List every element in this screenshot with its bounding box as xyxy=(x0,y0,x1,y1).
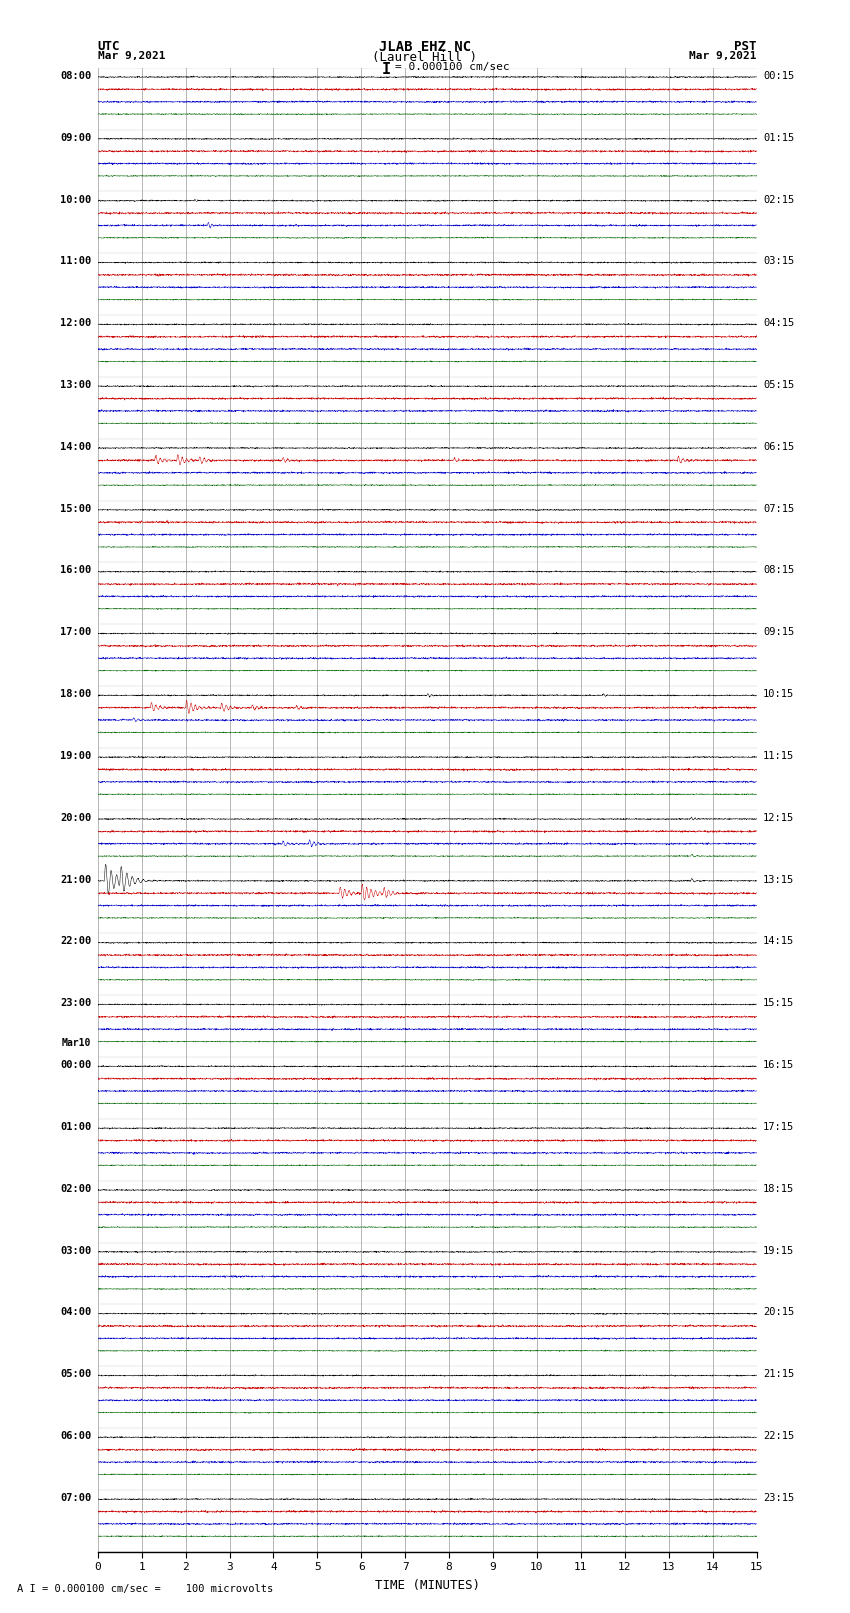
Text: 03:15: 03:15 xyxy=(763,256,795,266)
Text: 08:15: 08:15 xyxy=(763,566,795,576)
Text: 12:00: 12:00 xyxy=(60,318,91,327)
Text: 20:15: 20:15 xyxy=(763,1308,795,1318)
Text: 01:15: 01:15 xyxy=(763,132,795,142)
Text: 04:00: 04:00 xyxy=(60,1308,91,1318)
Text: 22:00: 22:00 xyxy=(60,937,91,947)
Text: 18:15: 18:15 xyxy=(763,1184,795,1194)
Text: 15:00: 15:00 xyxy=(60,503,91,513)
Text: 23:15: 23:15 xyxy=(763,1494,795,1503)
Text: (Laurel Hill ): (Laurel Hill ) xyxy=(372,50,478,65)
Text: 07:00: 07:00 xyxy=(60,1494,91,1503)
Text: 19:15: 19:15 xyxy=(763,1245,795,1255)
Text: 20:00: 20:00 xyxy=(60,813,91,823)
Text: 12:15: 12:15 xyxy=(763,813,795,823)
Text: 23:00: 23:00 xyxy=(60,998,91,1008)
Text: Mar 9,2021: Mar 9,2021 xyxy=(98,50,165,61)
Text: 00:00: 00:00 xyxy=(60,1060,91,1069)
Text: A I = 0.000100 cm/sec =    100 microvolts: A I = 0.000100 cm/sec = 100 microvolts xyxy=(17,1584,273,1594)
Text: JLAB EHZ NC: JLAB EHZ NC xyxy=(379,39,471,53)
Text: 13:00: 13:00 xyxy=(60,381,91,390)
Text: 21:00: 21:00 xyxy=(60,874,91,884)
Text: 16:00: 16:00 xyxy=(60,566,91,576)
Text: 05:00: 05:00 xyxy=(60,1369,91,1379)
Text: 07:15: 07:15 xyxy=(763,503,795,513)
Text: 17:00: 17:00 xyxy=(60,627,91,637)
Text: 22:15: 22:15 xyxy=(763,1431,795,1440)
Text: Mar 9,2021: Mar 9,2021 xyxy=(689,50,756,61)
Text: PST: PST xyxy=(734,39,756,53)
Text: 17:15: 17:15 xyxy=(763,1123,795,1132)
Text: 16:15: 16:15 xyxy=(763,1060,795,1069)
Text: 11:00: 11:00 xyxy=(60,256,91,266)
Text: 13:15: 13:15 xyxy=(763,874,795,884)
Text: 06:15: 06:15 xyxy=(763,442,795,452)
Text: 04:15: 04:15 xyxy=(763,318,795,327)
Text: 19:00: 19:00 xyxy=(60,752,91,761)
Text: 10:15: 10:15 xyxy=(763,689,795,698)
Text: 11:15: 11:15 xyxy=(763,752,795,761)
Text: Mar10: Mar10 xyxy=(62,1037,91,1048)
Text: 14:15: 14:15 xyxy=(763,937,795,947)
Text: I: I xyxy=(382,63,391,77)
Text: 03:00: 03:00 xyxy=(60,1245,91,1255)
Text: 15:15: 15:15 xyxy=(763,998,795,1008)
Text: UTC: UTC xyxy=(98,39,120,53)
Text: 18:00: 18:00 xyxy=(60,689,91,698)
Text: 01:00: 01:00 xyxy=(60,1123,91,1132)
Text: 09:15: 09:15 xyxy=(763,627,795,637)
Text: 02:00: 02:00 xyxy=(60,1184,91,1194)
Text: 06:00: 06:00 xyxy=(60,1431,91,1440)
Text: 14:00: 14:00 xyxy=(60,442,91,452)
Text: 00:15: 00:15 xyxy=(763,71,795,81)
Text: 21:15: 21:15 xyxy=(763,1369,795,1379)
Text: 05:15: 05:15 xyxy=(763,381,795,390)
Text: 08:00: 08:00 xyxy=(60,71,91,81)
X-axis label: TIME (MINUTES): TIME (MINUTES) xyxy=(375,1579,479,1592)
Text: 02:15: 02:15 xyxy=(763,195,795,205)
Text: 10:00: 10:00 xyxy=(60,195,91,205)
Text: = 0.000100 cm/sec: = 0.000100 cm/sec xyxy=(395,63,510,73)
Text: 09:00: 09:00 xyxy=(60,132,91,142)
